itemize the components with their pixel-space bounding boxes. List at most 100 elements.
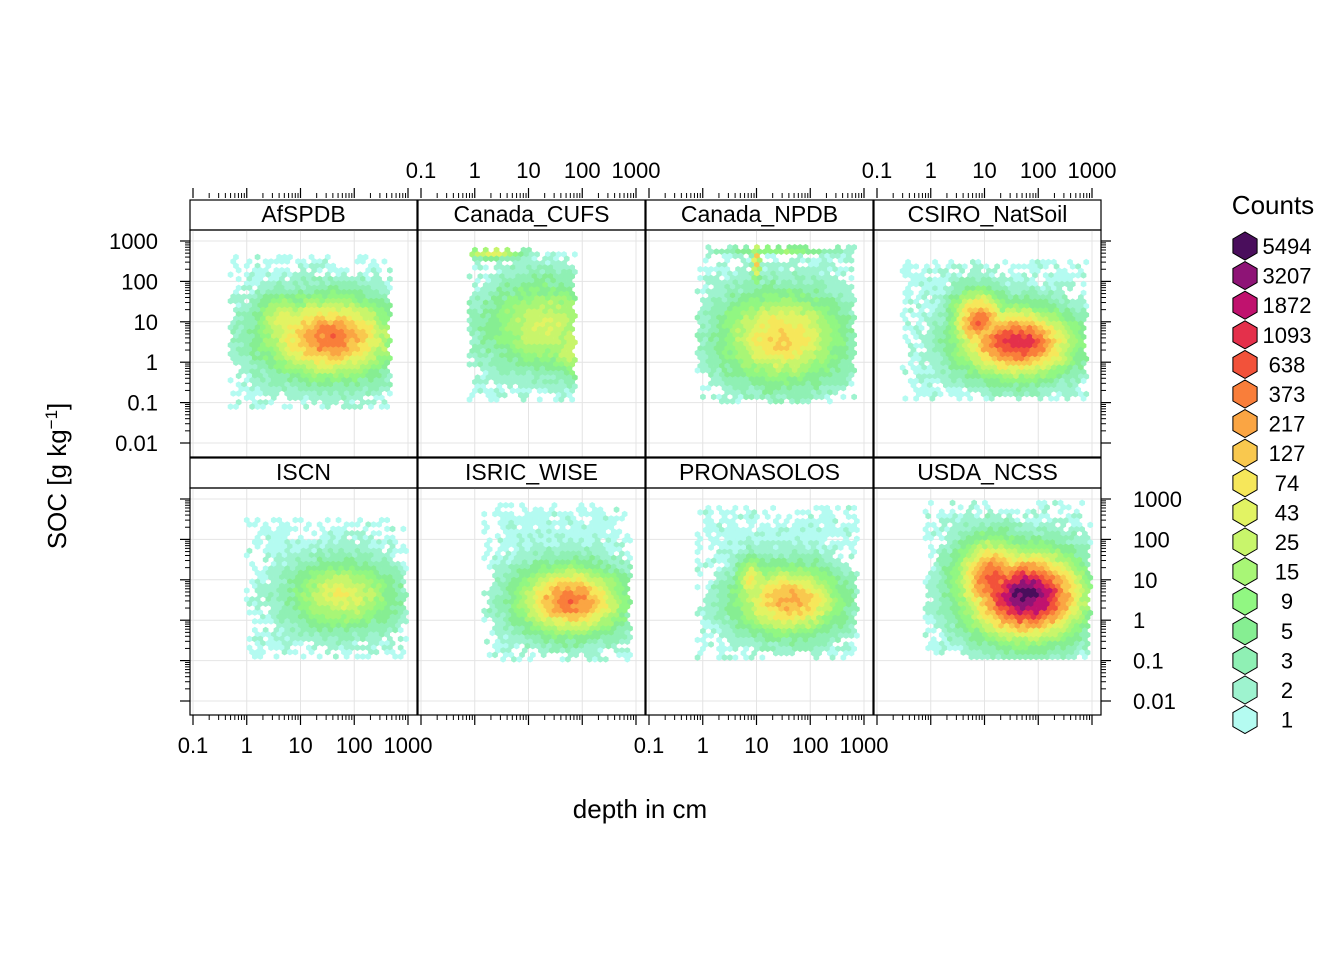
hexbin-cell — [937, 294, 944, 301]
hexbin-cell — [230, 390, 237, 397]
hexbin-cell — [260, 315, 266, 322]
hexbin-cell — [1061, 276, 1068, 283]
hexbin-cell — [940, 307, 946, 314]
hexbin-cell — [970, 320, 976, 327]
hexbin-cell — [956, 272, 963, 279]
hexbin-cell — [515, 369, 521, 377]
hexbin-cell — [770, 367, 776, 374]
hexbin-cell — [322, 381, 328, 388]
panel-frame — [417, 229, 646, 458]
hexbin-cell — [515, 264, 521, 271]
hexbin-cell — [808, 288, 814, 295]
hexbin-cell — [972, 298, 979, 305]
hexbin-cell — [724, 292, 731, 299]
hexbin-cell — [800, 292, 806, 299]
hexbin-cell — [526, 299, 532, 307]
hexbin-cell — [504, 369, 511, 377]
hexbin-cell — [561, 383, 567, 390]
hexbin-cell — [759, 270, 766, 277]
hexbin-cell — [775, 332, 782, 339]
hexbin-cell — [243, 394, 250, 402]
hexbin-cell — [754, 340, 760, 348]
hexbin-cell — [384, 306, 390, 314]
hexbin-cell — [835, 252, 841, 260]
hexbin-cell — [810, 371, 817, 379]
hexbin-cell — [786, 384, 793, 392]
hexbin-cell — [566, 277, 573, 285]
hexbin-cell — [980, 276, 987, 283]
hexbin-cell — [273, 284, 280, 292]
hexbin-cell — [499, 264, 505, 271]
hexbin-cell — [523, 374, 530, 381]
hexbin-cell — [748, 384, 755, 392]
hexbin-cell — [357, 253, 363, 261]
hexbin-cell — [276, 315, 282, 322]
hexbin-cell — [249, 385, 255, 393]
panel-canada_npdb: Canada_NPDB — [645, 199, 874, 458]
hexbin-cell — [708, 371, 714, 379]
hexbin-cell — [1029, 258, 1036, 266]
hexbin-cell — [493, 290, 500, 298]
hexbin-cell — [727, 340, 733, 348]
hexbin-cell — [1064, 280, 1071, 288]
hexbin-cell — [306, 372, 312, 380]
hexbin-cell — [1021, 289, 1027, 297]
hexbin-cell — [262, 337, 269, 344]
hexbin-cell — [843, 266, 849, 273]
hexbin-cell — [365, 390, 372, 397]
hexbin-cell — [341, 385, 347, 393]
hexbin-cell — [732, 244, 739, 251]
hexbin-cell — [967, 289, 973, 297]
hexbin-cell — [1037, 333, 1044, 341]
hexbin-cell — [349, 302, 355, 309]
hexbin-cell — [488, 299, 494, 307]
hexbin-cell — [292, 333, 299, 340]
hexbin-cell — [246, 346, 253, 353]
hexbin-cell — [327, 319, 334, 327]
hexbin-cell — [376, 372, 382, 380]
hexbin-cell — [270, 368, 277, 375]
hexbin-cell — [918, 316, 925, 323]
hexbin-cell — [360, 284, 366, 292]
hexbin-cell — [246, 337, 253, 344]
hexbin-cell — [536, 299, 543, 307]
hexbin-cell — [360, 644, 366, 651]
hexbin-cell — [368, 262, 374, 270]
hexbin-cell — [845, 314, 852, 321]
hexbin-cell — [357, 280, 363, 287]
hexbin-cell — [1015, 263, 1022, 270]
hexbin-cell — [789, 292, 795, 299]
hexbin-cell — [813, 393, 820, 401]
hexbin-cell — [343, 399, 350, 406]
hexbin-cell — [829, 314, 836, 321]
hexbin-cell — [967, 324, 973, 332]
hexbin-cell — [289, 355, 296, 362]
hexbin-cell — [354, 372, 361, 380]
hexbin-cell — [341, 289, 347, 296]
hexbin-cell — [800, 345, 806, 352]
hexbin-cell — [732, 358, 739, 365]
hexbin-cell — [1067, 320, 1073, 327]
hexbin-cell — [1067, 276, 1073, 283]
hexbin-cell — [295, 363, 301, 371]
hexbin-cell — [754, 261, 760, 269]
hexbin-cell — [970, 267, 976, 275]
hexbin-cell — [373, 306, 380, 314]
hexbin-cell — [759, 367, 766, 374]
hexbin-cell — [953, 276, 960, 283]
hexbin-cell — [1053, 280, 1060, 288]
hexbin-cell — [351, 394, 358, 402]
hexbin-cell — [932, 320, 938, 327]
hexbin-cell — [553, 378, 559, 386]
hexbin-cell — [1056, 285, 1063, 292]
hexbin-cell — [918, 307, 925, 314]
hexbin-cell — [1013, 302, 1019, 310]
hexbin-cell — [748, 358, 755, 365]
hexbin-cell — [756, 336, 763, 343]
hexbin-cell — [351, 359, 358, 366]
hexbin-cell — [257, 390, 264, 397]
hexbin-cell — [469, 251, 476, 258]
hexbin-cell — [824, 314, 830, 321]
hexbin-cell — [472, 246, 478, 254]
hexbin-cell — [975, 302, 982, 310]
